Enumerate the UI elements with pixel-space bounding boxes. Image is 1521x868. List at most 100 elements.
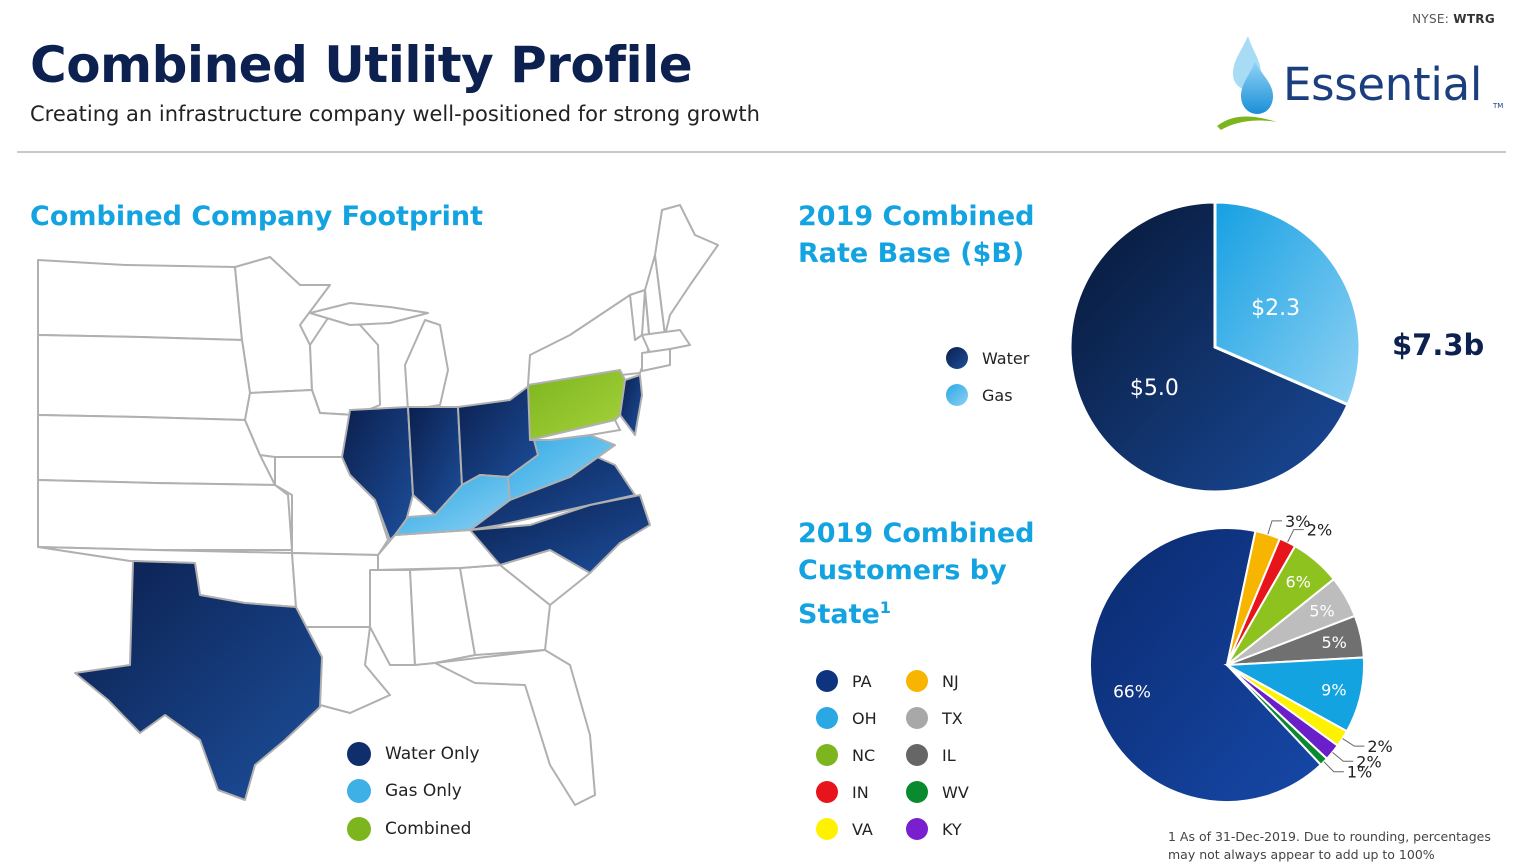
rate-legend-water: Water — [946, 347, 1029, 369]
map-legend-gas-only: Gas Only — [347, 779, 462, 803]
customers-legend-item-ky: KY — [906, 818, 962, 840]
footnote: 1 As of 31-Dec-2019. Due to rounding, pe… — [1168, 828, 1508, 864]
state-ks — [37, 479, 293, 551]
customers-legend-swatch — [816, 707, 838, 729]
customers-legend-swatch — [906, 744, 928, 766]
customers-pie-chart: 66%3%2%6%5%5%9%2%2%1% — [1089, 512, 1393, 803]
customers-legend-item-tx: TX — [906, 707, 963, 729]
rate-legend-swatch — [946, 384, 968, 406]
customers-legend-swatch — [816, 818, 838, 840]
customers-data-label: 9% — [1321, 680, 1346, 699]
customers-leader-line — [1267, 520, 1283, 535]
customers-title-line2: Customers by — [798, 555, 1007, 586]
customers-data-label: 2% — [1367, 737, 1392, 756]
page-title: Combined Utility Profile — [30, 36, 693, 94]
customers-legend-swatch — [906, 670, 928, 692]
customers-title-line1: 2019 Combined — [798, 518, 1035, 549]
rate-legend-swatch — [946, 347, 968, 369]
state-nd — [37, 259, 243, 341]
state-sd — [37, 334, 251, 421]
logo-wordmark: Essential — [1283, 58, 1483, 111]
customers-legend-item-wv: WV — [906, 781, 969, 803]
ticker-symbol: WTRG — [1453, 12, 1495, 26]
ticker-label: NYSE: — [1412, 12, 1450, 26]
customers-legend-swatch — [816, 670, 838, 692]
state-ne — [37, 414, 276, 486]
customers-data-label: 3% — [1285, 512, 1310, 531]
map-section-title: Combined Company Footprint — [30, 201, 483, 232]
water-drop-icon — [1217, 36, 1277, 130]
header-divider — [17, 151, 1506, 153]
rate-legend-label: Water — [982, 348, 1030, 368]
customers-legend-swatch — [906, 781, 928, 803]
customers-slice-pa — [1089, 527, 1323, 803]
map-legend-water-only: Water Only — [347, 742, 480, 766]
customers-legend-swatch — [906, 707, 928, 729]
customers-leader-line — [1287, 529, 1304, 543]
map-legend-label: Combined — [385, 819, 472, 839]
state-me — [654, 204, 719, 336]
customers-legend-label: NC — [852, 745, 876, 765]
rate-base-slice-water — [1068, 200, 1351, 494]
state-tx — [74, 560, 323, 801]
state-mi-up — [309, 302, 429, 326]
customers-legend-label: WV — [942, 782, 969, 802]
customers-legend-swatch — [816, 781, 838, 803]
logo-trademark: TM — [1493, 102, 1504, 110]
customers-legend-swatch — [906, 818, 928, 840]
customers-title-line3-wrap: State1 — [798, 589, 1035, 633]
map-legend-label: Gas Only — [385, 781, 462, 801]
customers-legend-item-pa: PA — [816, 670, 872, 692]
rate-base-title-line1: 2019 Combined — [798, 201, 1035, 232]
customers-data-label: 5% — [1321, 633, 1346, 652]
state-ma — [641, 329, 691, 354]
rate-base-slice-gas — [1213, 200, 1362, 407]
map-legend-swatch — [347, 817, 371, 841]
rate-legend-label: Gas — [982, 385, 1013, 405]
state-md — [529, 418, 622, 441]
state-mi — [404, 319, 449, 411]
state-ky — [394, 474, 511, 536]
customers-legend-label: OH — [852, 708, 877, 728]
state-wi — [309, 314, 381, 416]
customers-title: 2019 Combined Customers by State1 — [798, 515, 1035, 633]
rate-base-data-label: $2.3 — [1251, 296, 1300, 321]
customers-data-label: 1% — [1347, 763, 1372, 782]
customers-data-label: 6% — [1286, 573, 1311, 592]
essential-logo: Essential TM — [1211, 30, 1507, 134]
footnote-line1: 1 As of 31-Dec-2019. Due to rounding, pe… — [1168, 829, 1491, 844]
state-nc — [469, 494, 651, 574]
rate-base-data-label: $5.0 — [1130, 376, 1179, 401]
page-subtitle: Creating an infrastructure company well-… — [30, 102, 760, 126]
customers-legend-label: NJ — [942, 671, 959, 691]
customers-title-footnote-marker: 1 — [879, 598, 891, 617]
customers-legend-label: VA — [852, 819, 873, 839]
customers-slice-wv — [1226, 664, 1329, 767]
customers-leader-line — [1323, 761, 1344, 773]
customers-leader-line — [1332, 751, 1354, 762]
customers-legend-item-in: IN — [816, 781, 869, 803]
rate-legend-gas: Gas — [946, 384, 1013, 406]
map-legend-label: Water Only — [385, 744, 480, 764]
customers-leader-line — [1342, 738, 1365, 747]
customers-legend-label: IL — [942, 745, 956, 765]
customers-title-line3: State — [798, 599, 880, 630]
ticker: NYSE: WTRG — [1412, 12, 1495, 26]
state-ms — [369, 569, 416, 666]
customers-legend-item-il: IL — [906, 744, 956, 766]
rate-base-title-line2: Rate Base ($B) — [798, 238, 1025, 269]
state-ct — [641, 348, 671, 372]
customers-legend-item-nj: NJ — [906, 670, 959, 692]
us-footprint-map — [37, 204, 719, 806]
map-legend-swatch — [347, 779, 371, 803]
state-fl — [434, 649, 596, 806]
customers-legend-label: TX — [942, 708, 963, 728]
customers-data-label: 5% — [1309, 601, 1334, 620]
map-legend-combined: Combined — [347, 817, 471, 841]
rate-base-total: $7.3b — [1392, 328, 1485, 362]
customers-legend-item-nc: NC — [816, 744, 875, 766]
rate-base-title: 2019 Combined Rate Base ($B) — [798, 198, 1035, 272]
rate-base-pie-chart: $5.0 $2.3 — [1068, 200, 1362, 494]
customers-legend-item-va: VA — [816, 818, 873, 840]
customers-legend-swatch — [816, 744, 838, 766]
